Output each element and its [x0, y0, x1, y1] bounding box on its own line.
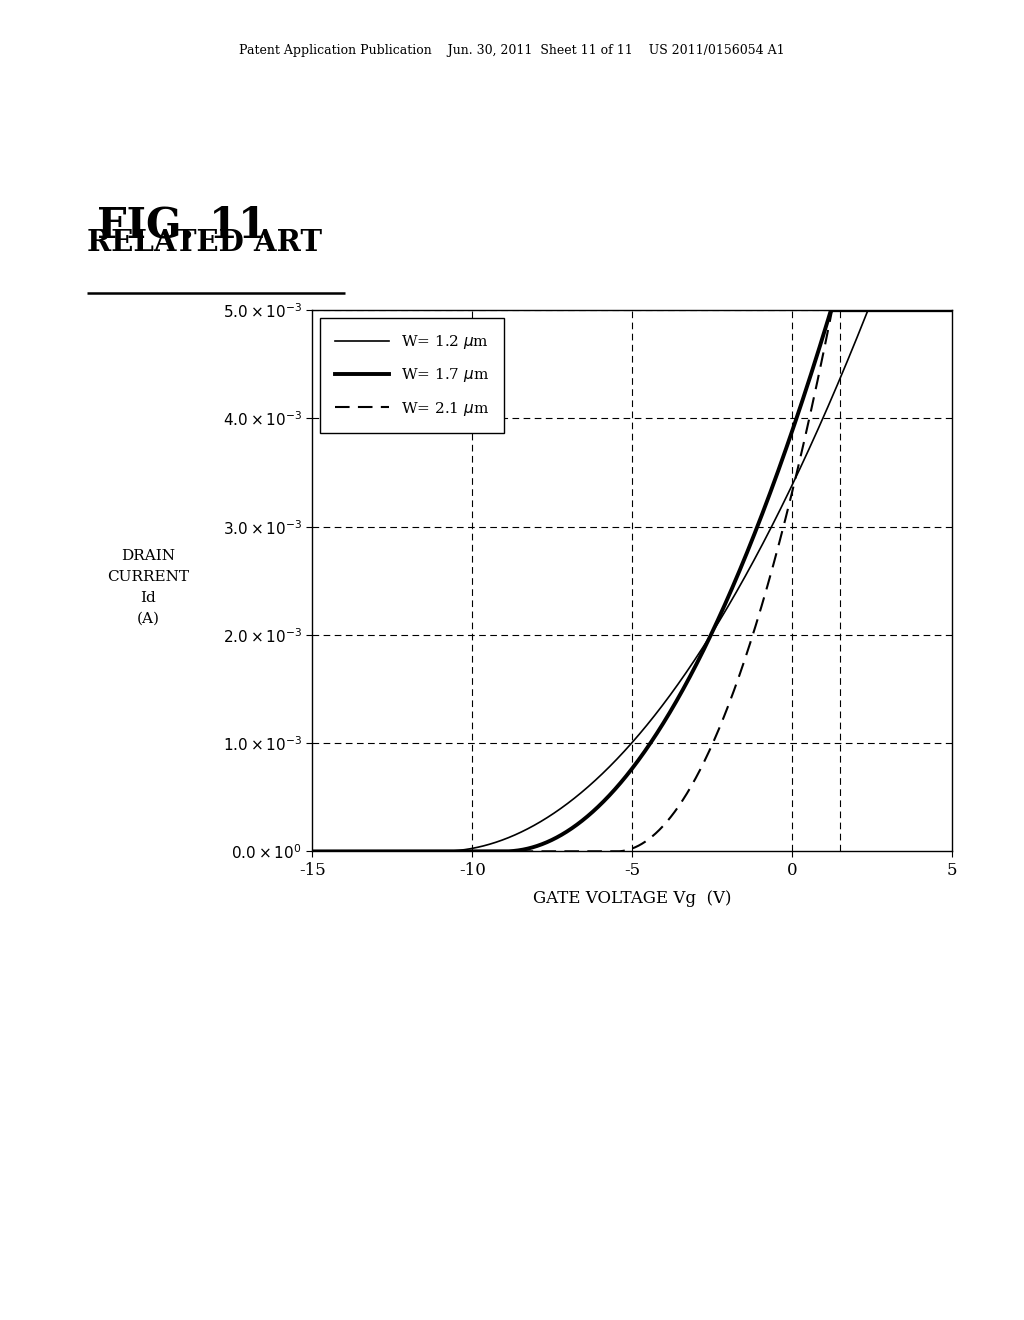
Text: FIG. 11: FIG. 11 — [97, 205, 267, 247]
Legend: W= 1.2 $\mu$m, W= 1.7 $\mu$m, W= 2.1 $\mu$m: W= 1.2 $\mu$m, W= 1.7 $\mu$m, W= 2.1 $\m… — [319, 318, 504, 433]
Text: DRAIN
CURRENT
Id
(A): DRAIN CURRENT Id (A) — [108, 549, 189, 626]
Text: Patent Application Publication    Jun. 30, 2011  Sheet 11 of 11    US 2011/01560: Patent Application Publication Jun. 30, … — [240, 44, 784, 57]
Text: RELATED ART: RELATED ART — [87, 228, 322, 257]
X-axis label: GATE VOLTAGE Vg  (V): GATE VOLTAGE Vg (V) — [534, 890, 731, 907]
